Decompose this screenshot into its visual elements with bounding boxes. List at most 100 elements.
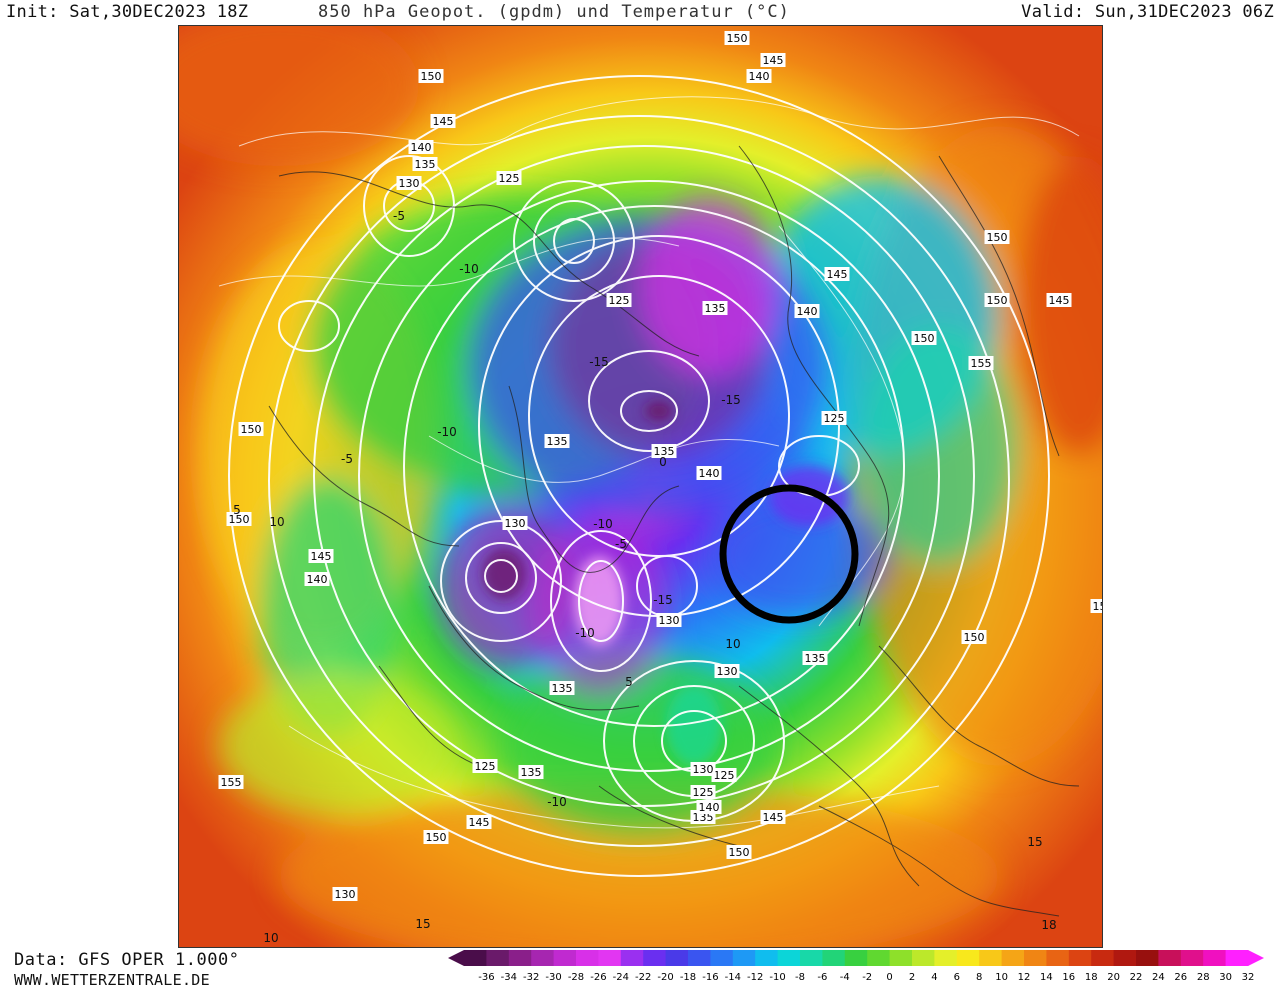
legend-swatch bbox=[531, 950, 555, 966]
temperature-blobs bbox=[179, 26, 1102, 947]
legend-swatch bbox=[1180, 950, 1204, 966]
geopotential-label: 135 bbox=[544, 434, 570, 448]
legend-tick-label: -34 bbox=[501, 972, 517, 983]
legend-swatch bbox=[867, 950, 891, 966]
legend-swatch bbox=[710, 950, 734, 966]
geopotential-label: 130 bbox=[656, 613, 682, 627]
legend-tick-label: -10 bbox=[769, 972, 785, 983]
temperature-label: 5 bbox=[625, 675, 633, 689]
temperature-label: -10 bbox=[547, 795, 567, 809]
geopotential-label: 125 bbox=[606, 293, 632, 307]
svg-text:140: 140 bbox=[797, 305, 818, 318]
geopotential-label: 130 bbox=[714, 664, 740, 678]
svg-text:135: 135 bbox=[415, 158, 436, 171]
legend-arrow-right bbox=[1248, 950, 1264, 966]
temperature-label: 0 bbox=[659, 455, 667, 469]
geopotential-label: 145 bbox=[760, 53, 786, 67]
svg-text:130: 130 bbox=[659, 614, 680, 627]
geopotential-label: 150 bbox=[984, 230, 1010, 244]
svg-text:135: 135 bbox=[693, 811, 714, 824]
legend-tick-label: -20 bbox=[657, 972, 673, 983]
temperature-label: 10 bbox=[269, 515, 284, 529]
color-legend: -36 -34 -32 -30 -28 -26 -24 -22 -20 -18 -16 -14 -12-… bbox=[448, 950, 1264, 983]
legend-tick-label: 6 bbox=[954, 972, 960, 983]
svg-text:125: 125 bbox=[609, 294, 630, 307]
geopotential-label: 140 bbox=[696, 800, 722, 814]
svg-text:155: 155 bbox=[221, 776, 242, 789]
svg-text:125: 125 bbox=[499, 172, 520, 185]
temperature-label: -5 bbox=[615, 537, 627, 551]
temperature-label: 10 bbox=[725, 637, 740, 651]
geopotential-label: 145 bbox=[308, 549, 334, 563]
legend-swatch bbox=[1001, 950, 1025, 966]
geopotential-label: 145 bbox=[466, 815, 492, 829]
legend-swatch bbox=[665, 950, 689, 966]
svg-text:150: 150 bbox=[421, 70, 442, 83]
svg-text:125: 125 bbox=[693, 786, 714, 799]
legend-tick-label: 22 bbox=[1130, 972, 1143, 983]
legend-tick-label: -24 bbox=[613, 972, 629, 983]
legend-swatch bbox=[1068, 950, 1092, 966]
legend-swatch bbox=[822, 950, 846, 966]
svg-text:135: 135 bbox=[654, 445, 675, 458]
svg-text:135: 135 bbox=[521, 766, 542, 779]
legend-swatch bbox=[598, 950, 622, 966]
geopotential-label: 155 bbox=[1090, 599, 1102, 613]
valid-time: Valid: Sun,31DEC2023 06Z bbox=[1021, 2, 1274, 22]
legend-tick-label: 18 bbox=[1085, 972, 1098, 983]
legend-swatch bbox=[1136, 950, 1159, 966]
geopotential-label: 150 bbox=[911, 331, 937, 345]
legend-arrow-left bbox=[448, 950, 464, 966]
legend-tick-label: -36 bbox=[478, 972, 494, 983]
legend-tick-label: -4 bbox=[840, 972, 850, 983]
legend-tick-label: -12 bbox=[747, 972, 763, 983]
geopotential-label: 145 bbox=[430, 114, 456, 128]
svg-text:150: 150 bbox=[241, 423, 262, 436]
legend-swatch bbox=[934, 950, 958, 966]
legend-tick-label: 28 bbox=[1197, 972, 1210, 983]
svg-text:125: 125 bbox=[714, 769, 735, 782]
svg-text:135: 135 bbox=[805, 652, 826, 665]
temperature-label: -5 bbox=[341, 452, 353, 466]
legend-tick-label: 30 bbox=[1219, 972, 1232, 983]
geopotential-label: 140 bbox=[746, 69, 772, 83]
legend-swatch bbox=[755, 950, 779, 966]
svg-text:150: 150 bbox=[729, 846, 750, 859]
geopotential-label: 125 bbox=[496, 171, 522, 185]
legend-swatch bbox=[912, 950, 935, 966]
svg-text:145: 145 bbox=[763, 811, 784, 824]
svg-text:130: 130 bbox=[505, 517, 526, 530]
svg-text:140: 140 bbox=[749, 70, 770, 83]
legend-tick-label: -2 bbox=[862, 972, 872, 983]
geopotential-label: 135 bbox=[802, 651, 828, 665]
svg-text:150: 150 bbox=[229, 513, 250, 526]
temperature-label: 18 bbox=[1041, 918, 1056, 932]
svg-text:135: 135 bbox=[705, 302, 726, 315]
legend-tick-label: 8 bbox=[976, 972, 982, 983]
legend-swatch bbox=[553, 950, 577, 966]
geopotential-label: 140 bbox=[696, 466, 722, 480]
legend-swatch bbox=[979, 950, 1003, 966]
legend-swatch bbox=[1203, 950, 1227, 966]
legend-swatch bbox=[844, 950, 868, 966]
init-time: Init: Sat,30DEC2023 18Z bbox=[6, 2, 249, 22]
legend-tick-label: -30 bbox=[545, 972, 561, 983]
legend-tick-label: 0 bbox=[886, 972, 892, 983]
geopotential-label: 140 bbox=[408, 140, 434, 154]
svg-text:140: 140 bbox=[699, 801, 720, 814]
svg-text:125: 125 bbox=[475, 760, 496, 773]
svg-text:145: 145 bbox=[433, 115, 454, 128]
legend-swatch bbox=[508, 950, 532, 966]
temperature-label: -10 bbox=[575, 626, 595, 640]
legend-swatch bbox=[464, 950, 487, 966]
temperature-label: -15 bbox=[653, 593, 673, 607]
legend-swatch bbox=[732, 950, 756, 966]
geopotential-label: 150 bbox=[984, 293, 1010, 307]
geopotential-label: 130 bbox=[690, 762, 716, 776]
svg-text:140: 140 bbox=[307, 573, 328, 586]
legend-tick-label: -18 bbox=[680, 972, 696, 983]
legend-tick-label: 4 bbox=[931, 972, 937, 983]
legend-tick-label: -14 bbox=[725, 972, 741, 983]
legend-tick-label: 12 bbox=[1018, 972, 1031, 983]
